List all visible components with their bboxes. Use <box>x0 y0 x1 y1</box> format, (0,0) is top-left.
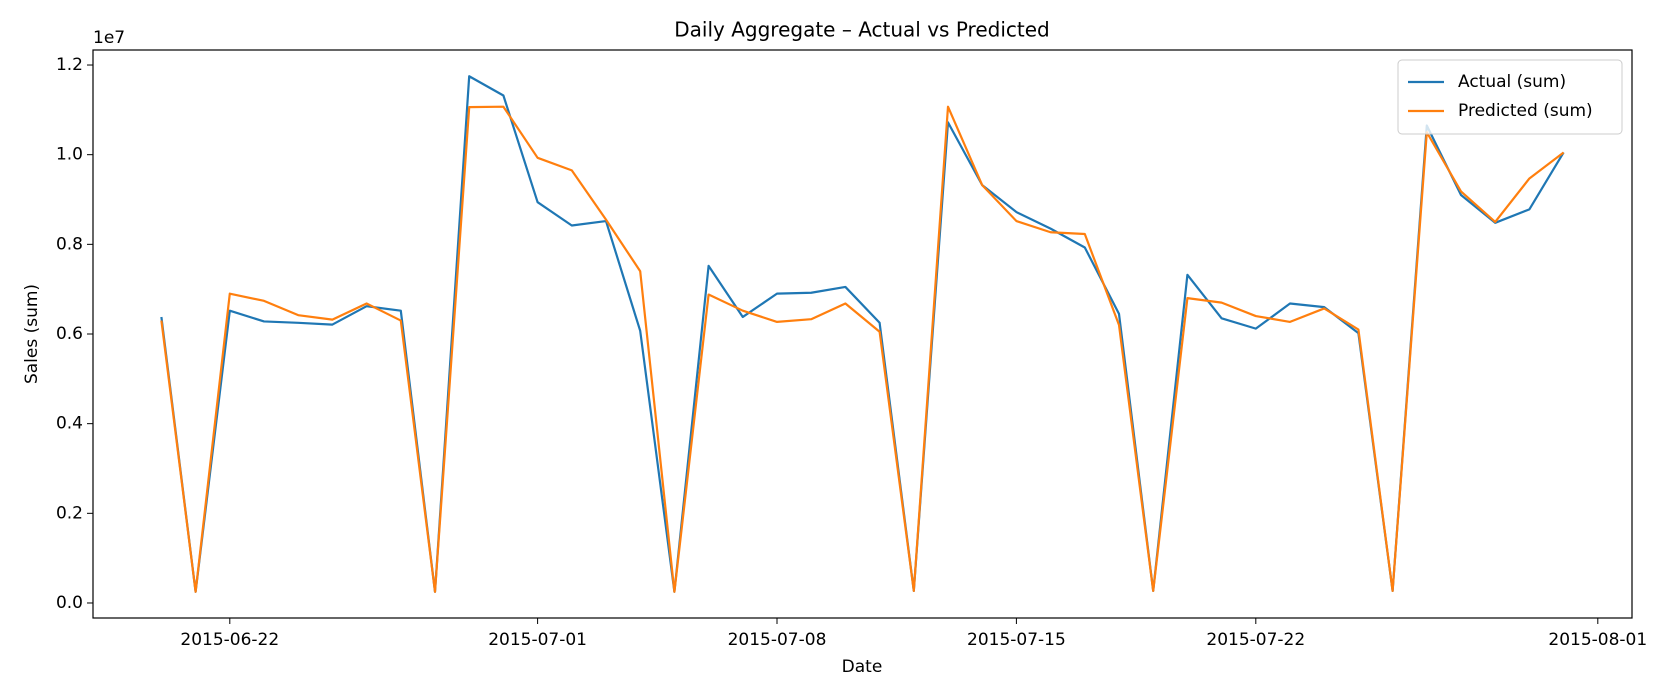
y-tick-label: 1.2 <box>56 55 83 75</box>
y-tick-label: 0.4 <box>56 414 83 434</box>
y-offset-label: 1e7 <box>93 28 125 48</box>
y-tick-label: 0.2 <box>56 503 83 523</box>
y-tick-label: 0.8 <box>56 234 83 254</box>
y-tick-label: 1.0 <box>56 145 83 165</box>
x-tick-label: 2015-07-22 <box>1206 630 1305 650</box>
legend-label: Predicted (sum) <box>1458 101 1593 121</box>
x-tick-label: 2015-06-22 <box>180 630 279 650</box>
x-axis-label: Date <box>842 657 883 677</box>
y-tick-label: 0.0 <box>56 593 83 613</box>
series-line <box>160 105 1565 593</box>
y-axis-label: Sales (sum) <box>22 284 42 384</box>
series-line <box>160 75 1565 593</box>
x-tick-label: 2015-07-01 <box>488 630 587 650</box>
x-tick-label: 2015-08-01 <box>1548 630 1647 650</box>
plot-frame <box>92 49 1633 619</box>
y-tick-label: 0.6 <box>56 324 83 344</box>
legend-box <box>1397 59 1623 135</box>
legend-label: Actual (sum) <box>1458 72 1566 92</box>
x-tick-label: 2015-07-15 <box>967 630 1066 650</box>
legend: Actual (sum) Predicted (sum) <box>1397 59 1623 135</box>
x-tick-label: 2015-07-08 <box>728 630 827 650</box>
chart-title: Daily Aggregate – Actual vs Predicted <box>674 18 1049 42</box>
